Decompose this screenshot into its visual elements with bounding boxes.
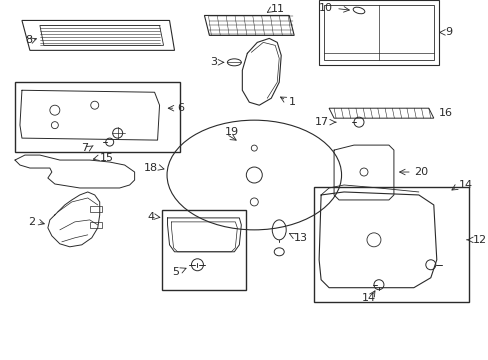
Text: 13: 13 [294, 233, 307, 243]
Text: 6: 6 [177, 103, 184, 113]
Text: 10: 10 [319, 4, 332, 13]
Bar [90, 222, 102, 228]
Text: 18: 18 [143, 163, 157, 173]
Text: 3: 3 [210, 57, 217, 67]
Text: 2: 2 [28, 217, 35, 227]
Text: 5: 5 [172, 267, 179, 277]
Text: 4: 4 [147, 212, 154, 222]
Text: 8: 8 [25, 35, 32, 45]
Bar [161, 210, 246, 290]
Text: 20: 20 [413, 167, 427, 177]
Text: 12: 12 [472, 235, 486, 245]
Text: 1: 1 [288, 97, 296, 107]
Text: 17: 17 [314, 117, 328, 127]
Text: 14: 14 [361, 293, 375, 303]
Text: 19: 19 [224, 127, 238, 137]
Bar [15, 82, 179, 152]
Bar [319, 0, 438, 65]
Bar [90, 206, 102, 212]
Text: 9: 9 [444, 27, 451, 37]
Text: 16: 16 [438, 108, 452, 118]
Bar [313, 187, 468, 302]
Bar [324, 5, 433, 60]
Text: 11: 11 [271, 4, 285, 14]
Text: 15: 15 [100, 153, 114, 163]
Text: 7: 7 [81, 143, 87, 153]
Text: 14: 14 [458, 180, 472, 190]
